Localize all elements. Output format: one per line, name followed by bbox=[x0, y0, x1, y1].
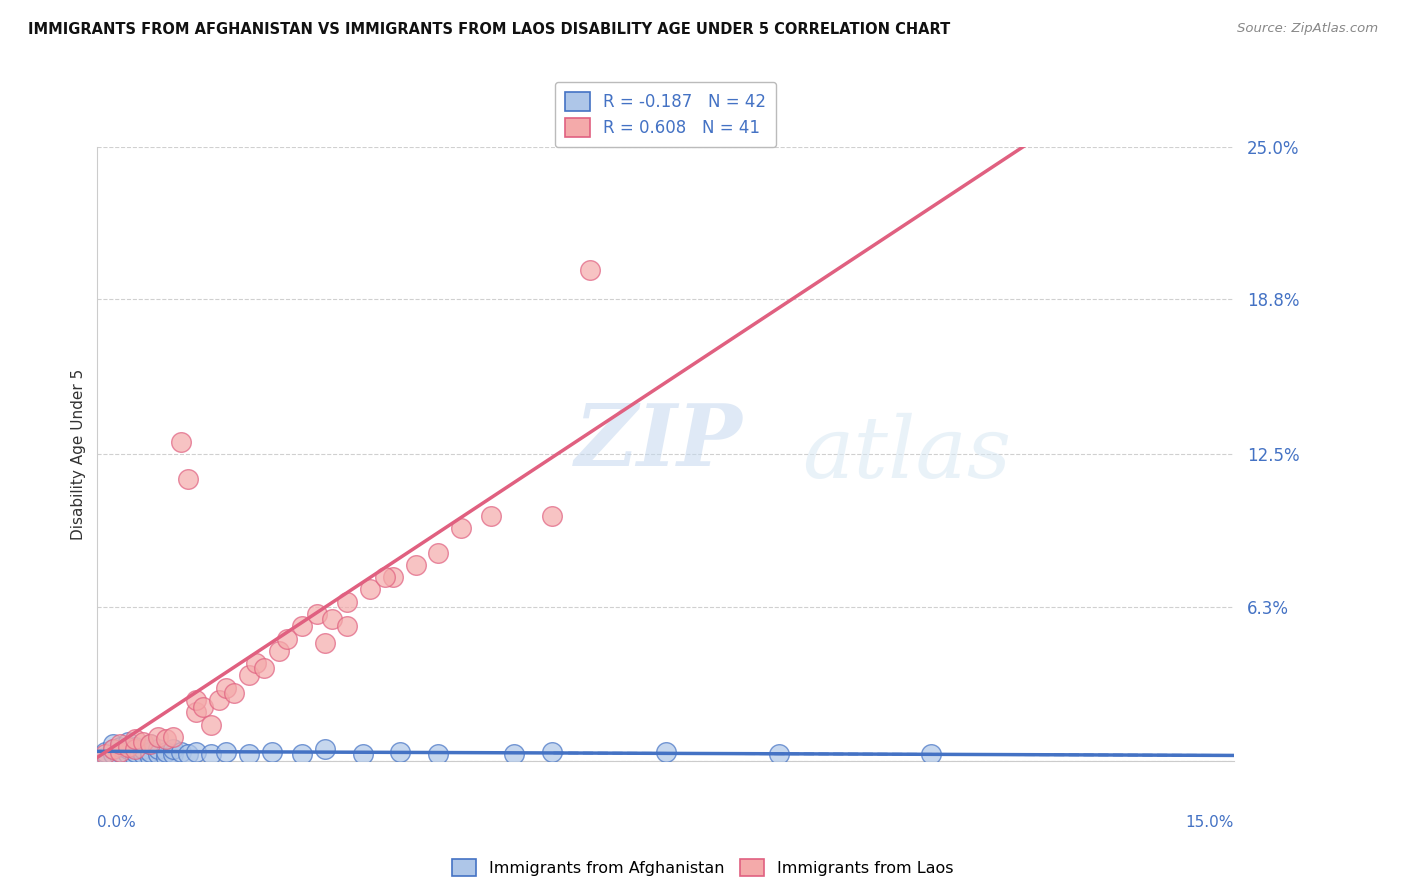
Point bbox=[352, 747, 374, 761]
Point bbox=[94, 749, 117, 764]
Point bbox=[920, 747, 942, 761]
Point bbox=[139, 737, 162, 751]
Point bbox=[479, 508, 502, 523]
Legend: Immigrants from Afghanistan, Immigrants from Laos: Immigrants from Afghanistan, Immigrants … bbox=[444, 851, 962, 884]
Point bbox=[139, 749, 162, 764]
Point bbox=[359, 582, 381, 597]
Point bbox=[321, 612, 343, 626]
Point bbox=[139, 745, 162, 759]
Point bbox=[139, 737, 162, 751]
Point bbox=[146, 747, 169, 761]
Point bbox=[541, 745, 564, 759]
Point bbox=[307, 607, 329, 621]
Point bbox=[503, 747, 526, 761]
Text: ZIP: ZIP bbox=[575, 401, 742, 483]
Point bbox=[108, 745, 131, 759]
Point bbox=[238, 747, 260, 761]
Point bbox=[389, 745, 412, 759]
Point bbox=[768, 747, 790, 761]
Point bbox=[108, 749, 131, 764]
Point bbox=[124, 745, 146, 759]
Point bbox=[269, 644, 291, 658]
Point bbox=[260, 745, 283, 759]
Point bbox=[146, 742, 169, 756]
Point bbox=[253, 661, 276, 675]
Point bbox=[101, 742, 124, 756]
Point bbox=[314, 636, 336, 650]
Point bbox=[336, 595, 359, 609]
Point bbox=[541, 508, 564, 523]
Point bbox=[162, 730, 184, 744]
Text: 15.0%: 15.0% bbox=[1185, 815, 1234, 830]
Point bbox=[291, 747, 314, 761]
Point bbox=[238, 668, 260, 682]
Text: IMMIGRANTS FROM AFGHANISTAN VS IMMIGRANTS FROM LAOS DISABILITY AGE UNDER 5 CORRE: IMMIGRANTS FROM AFGHANISTAN VS IMMIGRANT… bbox=[28, 22, 950, 37]
Point bbox=[146, 730, 169, 744]
Point bbox=[124, 749, 146, 764]
Point bbox=[155, 732, 177, 747]
Point bbox=[162, 747, 184, 761]
Point bbox=[132, 742, 155, 756]
Point bbox=[117, 742, 139, 756]
Point bbox=[117, 739, 139, 754]
Point bbox=[170, 745, 193, 759]
Point bbox=[101, 737, 124, 751]
Point bbox=[162, 742, 184, 756]
Point bbox=[124, 732, 146, 747]
Point bbox=[222, 685, 245, 699]
Y-axis label: Disability Age Under 5: Disability Age Under 5 bbox=[72, 368, 86, 540]
Point bbox=[200, 747, 222, 761]
Point bbox=[336, 619, 359, 633]
Point bbox=[101, 742, 124, 756]
Point bbox=[108, 737, 131, 751]
Text: Source: ZipAtlas.com: Source: ZipAtlas.com bbox=[1237, 22, 1378, 36]
Point bbox=[276, 632, 298, 646]
Point bbox=[578, 263, 600, 277]
Point bbox=[94, 745, 117, 759]
Text: atlas: atlas bbox=[801, 413, 1011, 496]
Point bbox=[215, 681, 238, 695]
Point bbox=[200, 717, 222, 731]
Point bbox=[291, 619, 314, 633]
Point bbox=[177, 747, 200, 761]
Point bbox=[381, 570, 404, 584]
Point bbox=[155, 745, 177, 759]
Point bbox=[94, 747, 117, 761]
Point bbox=[124, 742, 146, 756]
Point bbox=[155, 749, 177, 764]
Point bbox=[450, 521, 472, 535]
Point bbox=[117, 735, 139, 749]
Text: 0.0%: 0.0% bbox=[97, 815, 136, 830]
Point bbox=[124, 739, 146, 754]
Legend: R = -0.187   N = 42, R = 0.608   N = 41: R = -0.187 N = 42, R = 0.608 N = 41 bbox=[555, 82, 776, 147]
Point bbox=[314, 742, 336, 756]
Point bbox=[117, 747, 139, 761]
Point bbox=[108, 745, 131, 759]
Point bbox=[184, 706, 207, 720]
Point bbox=[177, 472, 200, 486]
Point bbox=[184, 745, 207, 759]
Point bbox=[108, 739, 131, 754]
Point bbox=[405, 558, 427, 572]
Point bbox=[207, 693, 229, 707]
Point bbox=[374, 570, 396, 584]
Point bbox=[184, 693, 207, 707]
Point bbox=[215, 745, 238, 759]
Point bbox=[427, 747, 450, 761]
Point bbox=[132, 747, 155, 761]
Point bbox=[101, 747, 124, 761]
Point bbox=[245, 656, 267, 670]
Point bbox=[170, 434, 193, 449]
Point bbox=[427, 545, 450, 559]
Point bbox=[654, 745, 676, 759]
Point bbox=[132, 735, 155, 749]
Point bbox=[193, 700, 215, 714]
